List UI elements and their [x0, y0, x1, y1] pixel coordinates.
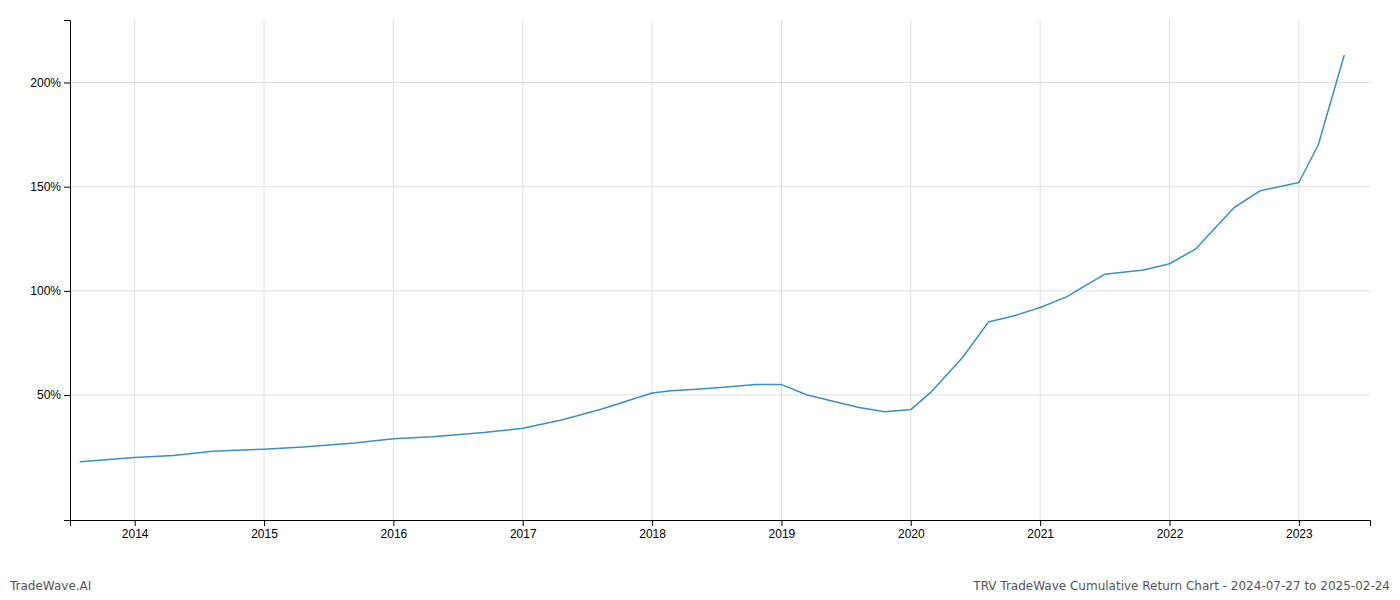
grid-line-x [781, 20, 782, 520]
grid-line-x [910, 20, 911, 520]
x-tick-label: 2015 [251, 527, 278, 541]
grid-line-y [70, 395, 1370, 396]
x-axis-line [71, 521, 1371, 527]
x-tick-label: 2022 [1157, 527, 1184, 541]
x-tick-label: 2016 [381, 527, 408, 541]
x-tick-mark [652, 520, 653, 526]
grid-line-x [134, 20, 135, 520]
y-tick-mark [64, 291, 70, 292]
y-tick-label: 150% [30, 180, 61, 194]
x-tick: 2021 [1027, 520, 1054, 541]
x-tick-label: 2021 [1027, 527, 1054, 541]
grid-line-x [652, 20, 653, 520]
grid-line-x [1169, 20, 1170, 520]
x-tick: 2022 [1157, 520, 1184, 541]
x-tick-label: 2020 [898, 527, 925, 541]
x-tick-mark [393, 520, 394, 526]
x-tick-label: 2018 [639, 527, 666, 541]
y-tick-mark [64, 187, 70, 188]
grid-line-y [70, 186, 1370, 187]
x-tick-label: 2023 [1286, 527, 1313, 541]
marks [80, 55, 1344, 461]
y-tick: 200% [30, 76, 70, 90]
chart: 2014 2015 2016 2017 2018 2019 2020 2021 2022 2023… [0, 0, 1400, 600]
x-tick-mark [1299, 520, 1300, 526]
y-axis-line [64, 21, 71, 521]
y-tick-mark [64, 83, 70, 84]
x-tick-mark [1040, 520, 1041, 526]
x-tick-mark [781, 520, 782, 526]
y-axis: 50% 100% 150% 200% [30, 21, 70, 521]
y-tick: 100% [30, 284, 70, 298]
x-tick-mark [264, 520, 265, 526]
x-tick-mark [911, 520, 912, 526]
grid [70, 20, 1370, 520]
plot-area: 2014 2015 2016 2017 2018 2019 2020 2021 2022 2023… [30, 20, 1370, 541]
y-tick-label: 50% [37, 388, 61, 402]
y-tick: 50% [37, 388, 70, 402]
x-tick-label: 2019 [769, 527, 796, 541]
x-axis: 2014 2015 2016 2017 2018 2019 2020 2021 2022 2023 [71, 520, 1371, 541]
grid-line-y [70, 290, 1370, 291]
grid-line-y [70, 82, 1370, 83]
x-tick: 2019 [769, 520, 796, 541]
title: TRV TradeWave Cumulative Return Chart - … [972, 579, 1390, 593]
x-tick: 2015 [251, 520, 278, 541]
x-tick-mark [1170, 520, 1171, 526]
y-tick-label: 200% [30, 76, 61, 90]
y-tick: 150% [30, 180, 70, 194]
x-tick-label: 2014 [122, 527, 149, 541]
grid-line-x [1040, 20, 1041, 520]
x-tick: 2018 [639, 520, 666, 541]
grid-line-x [264, 20, 265, 520]
x-tick-mark [523, 520, 524, 526]
x-tick: 2016 [381, 520, 408, 541]
grid-line-x [522, 20, 523, 520]
grid-line-x [393, 20, 394, 520]
x-tick: 2017 [510, 520, 537, 541]
x-tick-label: 2017 [510, 527, 537, 541]
x-tick: 2014 [122, 520, 149, 541]
watermark: TradeWave.AI [9, 579, 91, 593]
x-tick: 2020 [898, 520, 925, 541]
line [80, 55, 1344, 461]
grid-line-x [1298, 20, 1299, 520]
x-tick: 2023 [1286, 520, 1313, 541]
y-tick-mark [64, 395, 70, 396]
x-tick-mark [135, 520, 136, 526]
y-tick-label: 100% [30, 284, 61, 298]
